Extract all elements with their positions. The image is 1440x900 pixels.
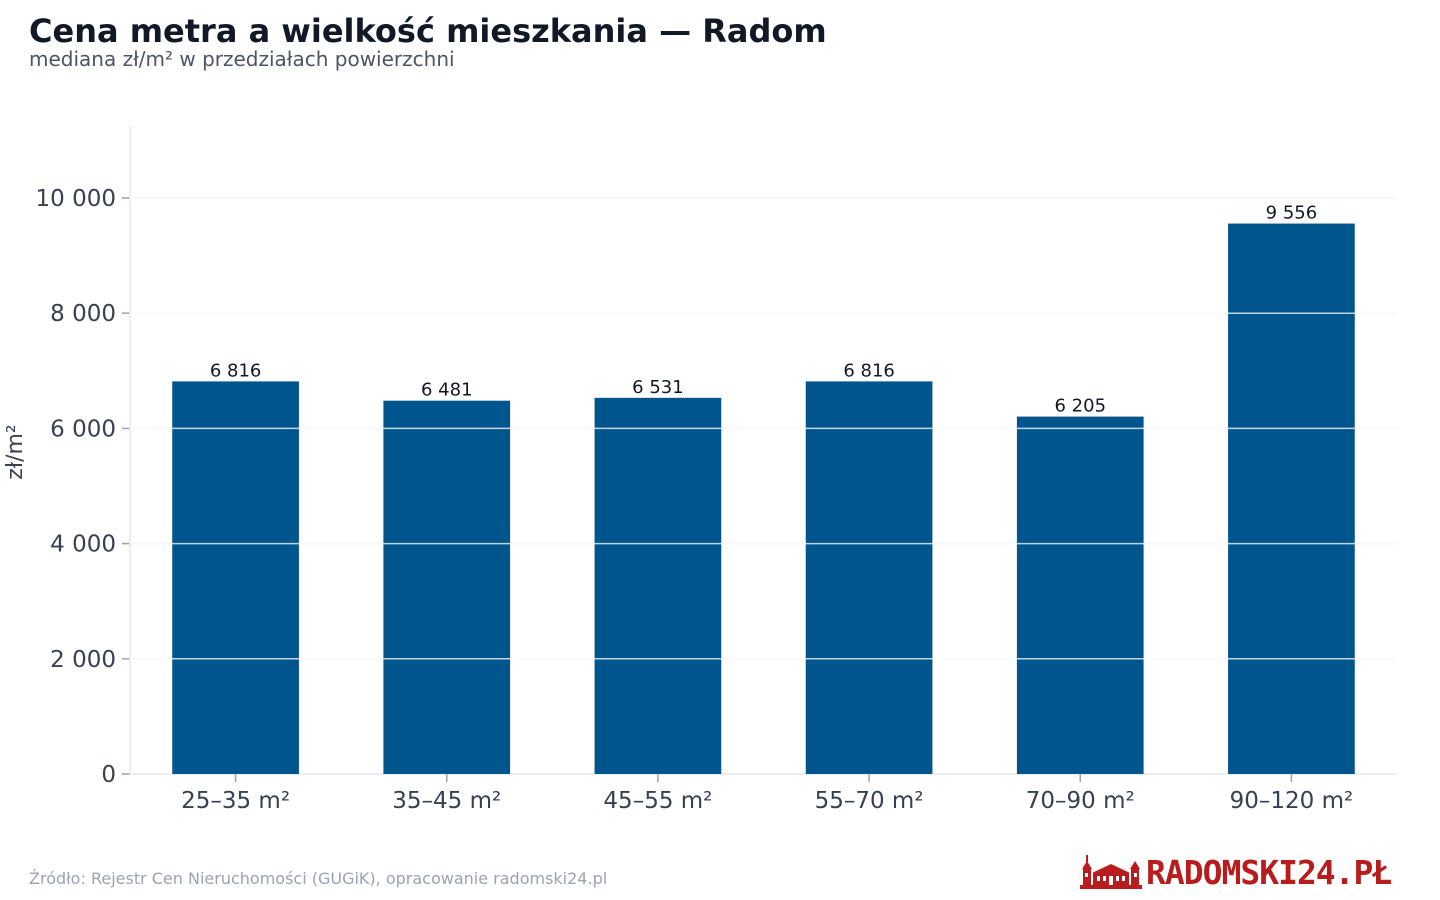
y-tick-label: 0 [101,762,116,788]
bar-value-label: 6 205 [1054,396,1106,417]
y-tick-label: 4 000 [50,532,116,558]
chart-subtitle: mediana zł/m² w przedziałach powierzchni [29,47,455,71]
x-tick-label: 55–70 m² [815,788,924,814]
town-hall-icon [1080,855,1142,889]
grid-over-layer [130,197,1397,660]
bar-value-label: 6 481 [421,380,473,401]
x-tick-label: 70–90 m² [1026,788,1135,814]
bar[interactable] [805,381,933,774]
axis-layer [122,126,1397,782]
bar[interactable] [383,400,511,774]
bar[interactable] [1228,223,1355,774]
bar-value-label: 6 816 [210,360,262,381]
brand-logo[interactable]: RADOMSKI24.PŁ [1080,852,1392,892]
bar-layer [172,223,1355,774]
y-tick-label: 8 000 [50,301,116,327]
x-tick-label: 90–120 m² [1230,788,1354,814]
y-tick-label: 10 000 [36,186,116,212]
chart-title: Cena metra a wielkość mieszkania — Radom [29,12,827,50]
bar[interactable] [594,397,722,774]
y-tick-label: 6 000 [50,416,116,442]
x-tick-label: 35–45 m² [392,788,501,814]
bar-value-label: 9 556 [1266,203,1318,224]
y-tick-label: 2 000 [50,647,116,673]
x-tick-label: 45–55 m² [603,788,712,814]
bar-value-label: 6 531 [632,377,684,398]
x-tick-label: 25–35 m² [181,788,290,814]
label-layer: 0 2 000 4 000 6 000 8 000 10 000 6 816 25–35 m²… [36,186,1354,814]
bar-value-label: 6 816 [843,360,895,381]
source-note: Źródło: Rejestr Cen Nieruchomości (GUGiK… [29,869,608,888]
bar[interactable] [172,381,299,774]
brand-name: RADOMSKI24.PŁ [1146,852,1392,892]
y-axis-label: zł/m² [3,424,28,479]
bar[interactable] [1016,416,1144,774]
